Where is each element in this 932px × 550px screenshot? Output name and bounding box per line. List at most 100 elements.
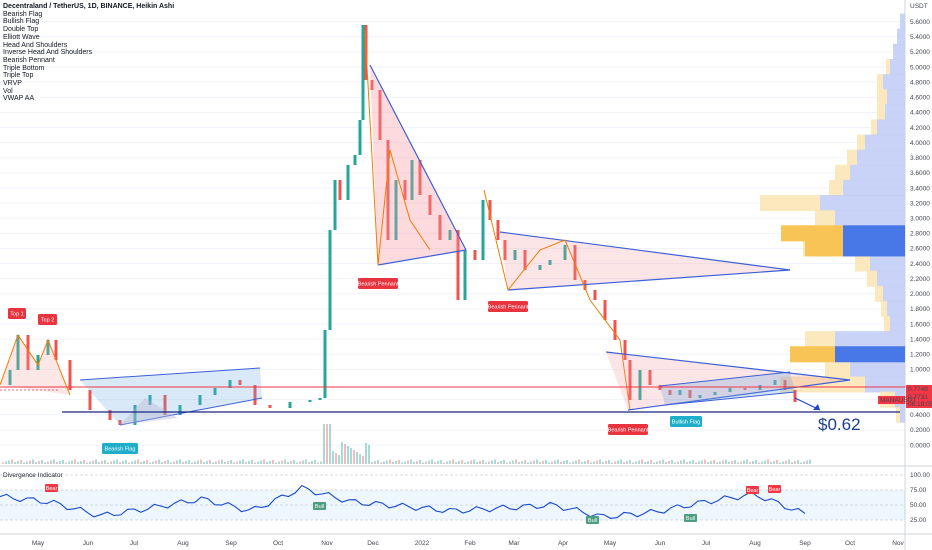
volume-bar bbox=[308, 462, 310, 464]
legend: Decentraland / TetherUS, 1D, BINANCE, He… bbox=[3, 3, 174, 103]
volume-bar bbox=[398, 460, 400, 464]
volume-bar bbox=[473, 459, 475, 464]
price-tick-label: 4.6000 bbox=[910, 95, 930, 102]
legend-overlay-9[interactable]: VRVP bbox=[3, 80, 22, 88]
volume-bar bbox=[335, 453, 337, 464]
volume-profile-poc bbox=[835, 346, 905, 363]
volume-bar bbox=[458, 461, 460, 464]
volume-bar bbox=[677, 461, 679, 464]
volume-bar bbox=[638, 460, 640, 464]
candle bbox=[438, 215, 442, 240]
volume-bar bbox=[305, 459, 307, 464]
legend-overlay-5[interactable]: Inverse Head And Shoulders bbox=[3, 49, 93, 57]
pennant-zigzag bbox=[364, 29, 431, 266]
volume-profile-bar bbox=[900, 13, 905, 30]
volume-bar bbox=[500, 461, 502, 464]
volume-bar bbox=[317, 462, 319, 464]
candle bbox=[36, 355, 40, 370]
volume-bar bbox=[218, 460, 220, 464]
price-tick-label: 1.4000 bbox=[910, 336, 930, 343]
volume-bar bbox=[383, 461, 385, 464]
volume-profile-bar bbox=[885, 104, 905, 121]
indicator-tag-label: Bear bbox=[747, 488, 759, 494]
volume-bar bbox=[545, 460, 547, 464]
candle bbox=[688, 390, 692, 398]
candle bbox=[238, 380, 242, 385]
volume-profile-bar bbox=[883, 285, 905, 302]
legend-overlay-0[interactable]: Bearish Flag bbox=[3, 10, 43, 18]
time-tick-label: Jun bbox=[655, 540, 666, 547]
price-label-bg bbox=[906, 400, 932, 408]
volume-bar bbox=[266, 462, 268, 464]
volume-bar bbox=[206, 461, 208, 464]
volume-profile-bar bbox=[875, 285, 883, 302]
volume-bar bbox=[47, 461, 49, 464]
volume-bar bbox=[527, 462, 529, 464]
volume-bar bbox=[65, 462, 67, 464]
price-tick-label: 2.8000 bbox=[910, 231, 930, 238]
volume-bar bbox=[521, 461, 523, 464]
price-tick-label: 4.2000 bbox=[910, 125, 930, 132]
candle bbox=[8, 370, 12, 385]
volume-bar bbox=[509, 461, 511, 464]
volume-profile-bar bbox=[857, 149, 905, 166]
volume-bar bbox=[155, 460, 157, 464]
legend-overlay-11[interactable]: VWAP AA bbox=[3, 95, 35, 103]
volume-bar bbox=[233, 462, 235, 464]
legend-overlay-6[interactable]: Bearish Pennant bbox=[3, 56, 55, 64]
volume-bar bbox=[113, 460, 115, 464]
volume-bar bbox=[101, 461, 103, 464]
volume-bar bbox=[614, 461, 616, 464]
volume-bar bbox=[782, 461, 784, 464]
volume-bar bbox=[665, 462, 667, 464]
volume-bar bbox=[698, 461, 700, 464]
price-tick-label: 1.6000 bbox=[910, 321, 930, 328]
volume-bar bbox=[617, 460, 619, 464]
volume-profile-bar bbox=[884, 316, 890, 333]
volume-bar bbox=[587, 460, 589, 464]
volume-bar bbox=[710, 461, 712, 464]
candle bbox=[228, 380, 232, 388]
pennant-line bbox=[369, 64, 467, 251]
volume-bar bbox=[278, 461, 280, 464]
candle bbox=[198, 395, 202, 405]
volume-bar bbox=[236, 461, 238, 464]
candle bbox=[46, 340, 50, 355]
candle bbox=[133, 405, 137, 425]
legend-overlay-1[interactable]: Bullish Flag bbox=[3, 18, 40, 26]
time-tick-label: Jul bbox=[130, 540, 139, 547]
volume-bar bbox=[338, 455, 340, 464]
volume-bar bbox=[362, 456, 364, 464]
volume-bar bbox=[392, 462, 394, 464]
volume-bar bbox=[671, 460, 673, 464]
legend-overlay-8[interactable]: Triple Top bbox=[3, 72, 34, 80]
volume-bar bbox=[653, 462, 655, 464]
volume-profile-bar bbox=[887, 89, 905, 106]
volume-bar bbox=[329, 424, 331, 464]
volume-bar bbox=[230, 460, 232, 464]
legend-overlay-7[interactable]: Triple Bottom bbox=[3, 64, 45, 72]
volume-bar bbox=[590, 462, 592, 464]
candle bbox=[288, 402, 292, 408]
chart-title: Decentraland / TetherUS, 1D, BINANCE, He… bbox=[3, 3, 175, 10]
legend-overlay-2[interactable]: Double Top bbox=[3, 26, 39, 34]
bullish-flag-line bbox=[664, 391, 796, 406]
volume-bar bbox=[98, 462, 100, 464]
volume-bar bbox=[14, 462, 16, 464]
volume-bar bbox=[203, 462, 205, 464]
volume-bar bbox=[143, 461, 145, 464]
volume-bar bbox=[137, 459, 139, 464]
volume-bar bbox=[635, 461, 637, 464]
volume-bar bbox=[533, 460, 535, 464]
volume-profile-bar bbox=[877, 74, 883, 91]
legend-overlay-10[interactable]: Vol bbox=[3, 87, 13, 95]
legend-overlay-4[interactable]: Head And Shoulders bbox=[3, 41, 68, 49]
price-tick-label: 2.2000 bbox=[910, 276, 930, 283]
candle bbox=[488, 200, 492, 220]
volume-bar bbox=[347, 446, 349, 464]
price-tick-label: 4.0000 bbox=[910, 140, 930, 147]
volume-bar bbox=[377, 460, 379, 464]
legend-overlay-3[interactable]: Elliott Wave bbox=[3, 33, 40, 41]
price-tick-label: 2.6000 bbox=[910, 246, 930, 253]
candle bbox=[353, 155, 357, 165]
